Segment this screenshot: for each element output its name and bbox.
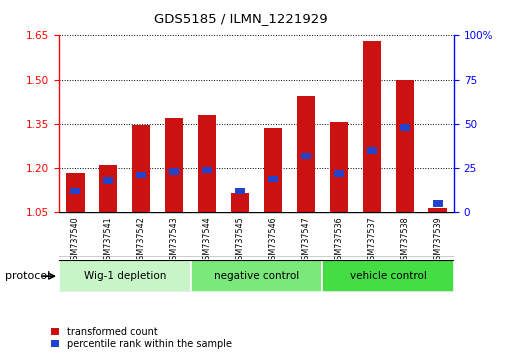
Text: GDS5185 / ILMN_1221929: GDS5185 / ILMN_1221929 bbox=[154, 12, 328, 25]
Text: vehicle control: vehicle control bbox=[350, 271, 427, 281]
Bar bbox=[367, 147, 377, 154]
Text: GSM737542: GSM737542 bbox=[137, 216, 146, 265]
Text: GSM737545: GSM737545 bbox=[235, 216, 245, 265]
Text: GSM737536: GSM737536 bbox=[334, 216, 343, 264]
Text: GSM737538: GSM737538 bbox=[400, 216, 409, 264]
Text: GSM737541: GSM737541 bbox=[104, 216, 113, 264]
Bar bbox=[231, 193, 249, 212]
Text: GSM737539: GSM737539 bbox=[433, 216, 442, 265]
Bar bbox=[198, 115, 216, 212]
Text: GSM737547: GSM737547 bbox=[301, 216, 310, 265]
Bar bbox=[235, 188, 245, 194]
Bar bbox=[301, 153, 311, 159]
Bar bbox=[165, 118, 183, 212]
Bar bbox=[432, 200, 443, 207]
Bar bbox=[334, 170, 344, 177]
Bar bbox=[322, 260, 454, 292]
Text: protocol: protocol bbox=[5, 271, 50, 281]
Bar bbox=[169, 169, 179, 175]
Bar bbox=[268, 176, 278, 182]
Bar bbox=[132, 125, 150, 212]
Bar bbox=[330, 122, 348, 212]
Text: negative control: negative control bbox=[214, 271, 299, 281]
Bar bbox=[400, 124, 409, 131]
Legend: transformed count, percentile rank within the sample: transformed count, percentile rank withi… bbox=[51, 327, 231, 349]
Bar bbox=[136, 172, 146, 178]
Text: Wig-1 depletion: Wig-1 depletion bbox=[84, 271, 166, 281]
Bar bbox=[264, 128, 282, 212]
Bar bbox=[428, 208, 447, 212]
Text: GSM737543: GSM737543 bbox=[170, 216, 179, 264]
Bar bbox=[396, 80, 413, 212]
Bar bbox=[191, 260, 322, 292]
Text: GSM737546: GSM737546 bbox=[268, 216, 278, 264]
Bar bbox=[297, 96, 315, 212]
Text: GSM737540: GSM737540 bbox=[71, 216, 80, 264]
Bar bbox=[104, 177, 113, 184]
Text: GSM737537: GSM737537 bbox=[367, 216, 376, 265]
Bar bbox=[70, 188, 81, 194]
Bar bbox=[202, 167, 212, 173]
Bar bbox=[100, 165, 117, 212]
Text: GSM737544: GSM737544 bbox=[203, 216, 212, 264]
Bar bbox=[66, 172, 85, 212]
Bar bbox=[363, 41, 381, 212]
Bar bbox=[59, 260, 191, 292]
